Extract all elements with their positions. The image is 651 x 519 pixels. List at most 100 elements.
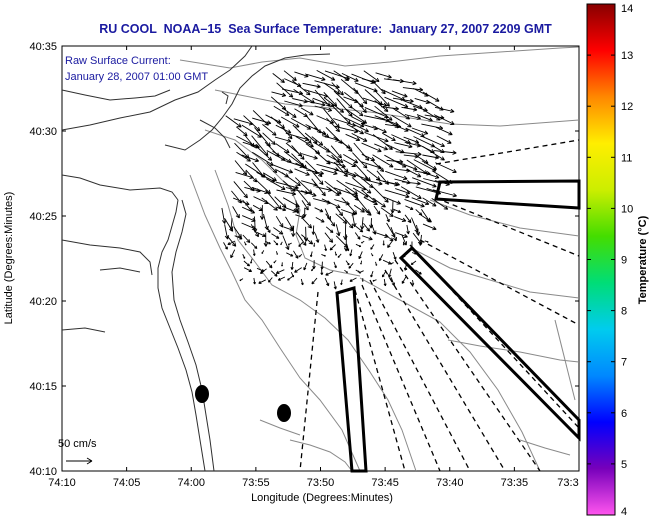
current-vector (296, 231, 307, 246)
station-marker (277, 404, 291, 422)
current-vector (353, 204, 365, 213)
current-vector (294, 168, 310, 176)
current-vector (421, 135, 445, 148)
current-vector (362, 235, 373, 241)
current-vector (372, 279, 377, 282)
current-vector (241, 124, 262, 138)
current-vector (242, 234, 251, 244)
current-vector (311, 136, 324, 146)
current-vector (258, 279, 267, 284)
current-vector (262, 124, 277, 136)
coastline (61, 45, 331, 472)
bathymetry-contours (179, 46, 580, 472)
current-vector (233, 181, 248, 199)
current-vector (402, 241, 405, 246)
current-vector (390, 200, 395, 214)
current-vector (402, 87, 424, 92)
current-note-line1: Raw Surface Current: (65, 55, 171, 67)
current-vector (282, 107, 297, 118)
current-vector (324, 277, 330, 287)
current-vector (360, 217, 365, 230)
colorbar-tick-label: 7 (621, 357, 627, 369)
current-vector (239, 278, 244, 282)
current-vector (271, 163, 294, 174)
current-vector (302, 207, 307, 218)
current-vector (310, 267, 315, 272)
current-vector (250, 242, 258, 250)
current-vector (411, 252, 417, 255)
current-vector (370, 270, 374, 278)
colorbar-tick-label: 5 (621, 459, 627, 471)
current-vector (352, 214, 357, 228)
current-vector (275, 251, 279, 255)
current-vector (301, 234, 314, 245)
current-vector (383, 279, 387, 287)
current-vector (252, 249, 256, 256)
colorbar-tick-label: 10 (621, 203, 633, 215)
current-vector (275, 215, 284, 228)
current-vector (392, 208, 402, 213)
current-vector (326, 117, 341, 133)
current-vector (392, 97, 414, 104)
current-vector (382, 180, 399, 187)
scale-arrow (66, 457, 93, 465)
current-vector (242, 206, 256, 214)
current-vector (265, 225, 271, 233)
current-vector (298, 253, 303, 258)
current-vector (273, 260, 277, 264)
current-vector (345, 260, 350, 266)
current-vector (303, 262, 308, 271)
current-vector (309, 251, 313, 258)
current-vector (331, 82, 344, 96)
current-vector (265, 260, 273, 269)
current-vector (229, 218, 234, 230)
current-vector (403, 252, 407, 258)
current-vector (291, 145, 305, 160)
current-vector (391, 90, 408, 98)
current-vector (358, 251, 363, 260)
current-vector (372, 125, 387, 133)
current-vector (370, 244, 375, 250)
current-vector (321, 168, 338, 176)
current-vector (311, 277, 318, 285)
current-vector (234, 160, 248, 176)
current-vector (272, 73, 285, 84)
current-vector (300, 278, 304, 286)
current-vector (266, 162, 278, 174)
current-vector (311, 225, 316, 235)
y-axis-label: Latitude (Degrees:Minutes) (3, 192, 15, 325)
current-vector (412, 280, 415, 286)
current-vector (250, 258, 253, 264)
current-vector (391, 114, 412, 128)
current-vector (333, 261, 337, 269)
current-vector (374, 105, 393, 121)
current-vector (243, 260, 251, 267)
current-vector (394, 142, 413, 149)
current-vector (387, 240, 393, 248)
current-vector (382, 132, 396, 142)
x-tick-label: 73:50 (307, 477, 335, 489)
current-vector (363, 196, 378, 206)
current-vector (270, 270, 278, 277)
x-tick-label: 73:3 (557, 477, 578, 489)
current-vector (298, 241, 304, 248)
current-vector (314, 105, 333, 112)
current-vector (314, 207, 324, 213)
current-vector (254, 144, 273, 161)
current-vector (281, 262, 284, 267)
current-vector (361, 78, 377, 84)
y-tick-label: 40:25 (29, 211, 57, 223)
current-vector (434, 150, 457, 155)
colorbar-ticks: 14 13 12 11 10 9 8 7 6 5 4 (587, 3, 633, 518)
current-vector (358, 270, 364, 274)
current-vector (335, 213, 348, 224)
current-vector (263, 232, 269, 247)
current-vector (361, 207, 372, 216)
current-vector (291, 225, 296, 237)
current-vector (253, 277, 256, 285)
current-vector (390, 262, 394, 265)
current-vector (342, 159, 356, 168)
current-vector (293, 250, 299, 259)
current-vector (372, 154, 394, 168)
x-tick-label: 74:05 (113, 477, 141, 489)
